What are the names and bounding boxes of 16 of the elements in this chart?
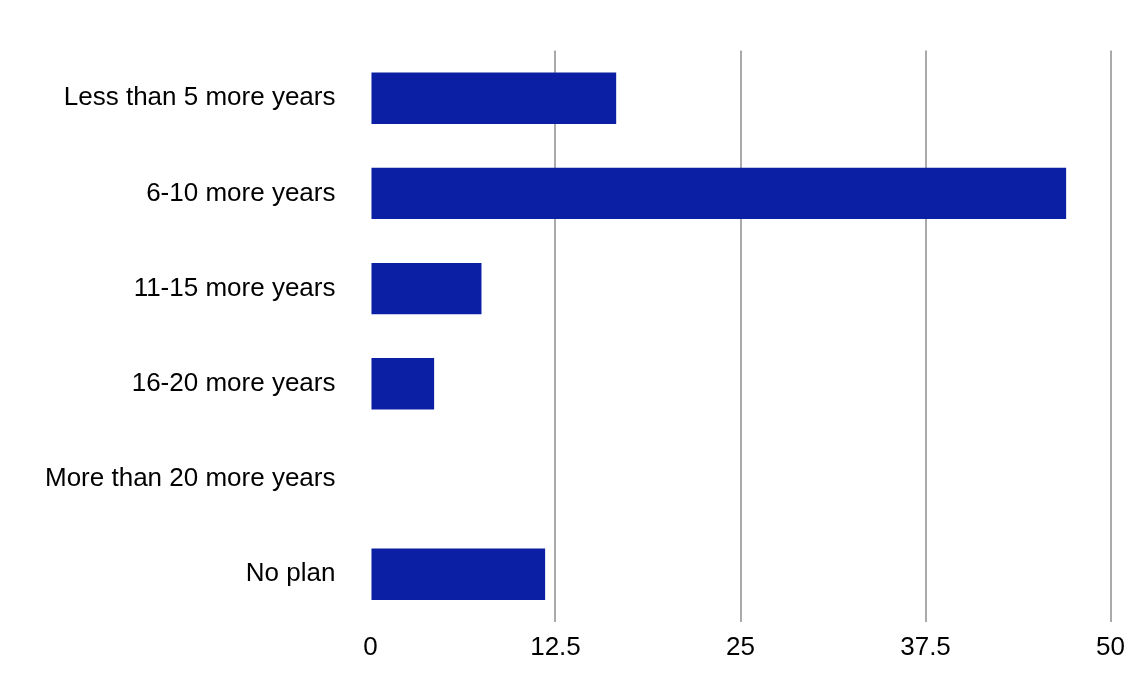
x-tick-label: 50 bbox=[1096, 630, 1125, 661]
y-tick-label: No plan bbox=[245, 557, 336, 588]
x-tick-label: 37.5 bbox=[900, 630, 951, 661]
bar bbox=[371, 358, 435, 410]
bar bbox=[371, 167, 1067, 220]
y-tick-label: 16-20 more years bbox=[131, 366, 336, 397]
x-tick-label: 12.5 bbox=[530, 630, 581, 661]
y-tick-label: 11-15 more years bbox=[133, 271, 336, 302]
y-tick-label: 6-10 more years bbox=[146, 176, 336, 207]
bar bbox=[371, 72, 617, 124]
y-tick-label: More than 20 more years bbox=[45, 462, 336, 493]
x-tick-label: 0 bbox=[363, 630, 378, 661]
bar bbox=[371, 262, 482, 315]
y-tick-label: Less than 5 more years bbox=[63, 81, 336, 112]
x-tick-label: 25 bbox=[726, 630, 755, 661]
bar bbox=[371, 548, 546, 600]
